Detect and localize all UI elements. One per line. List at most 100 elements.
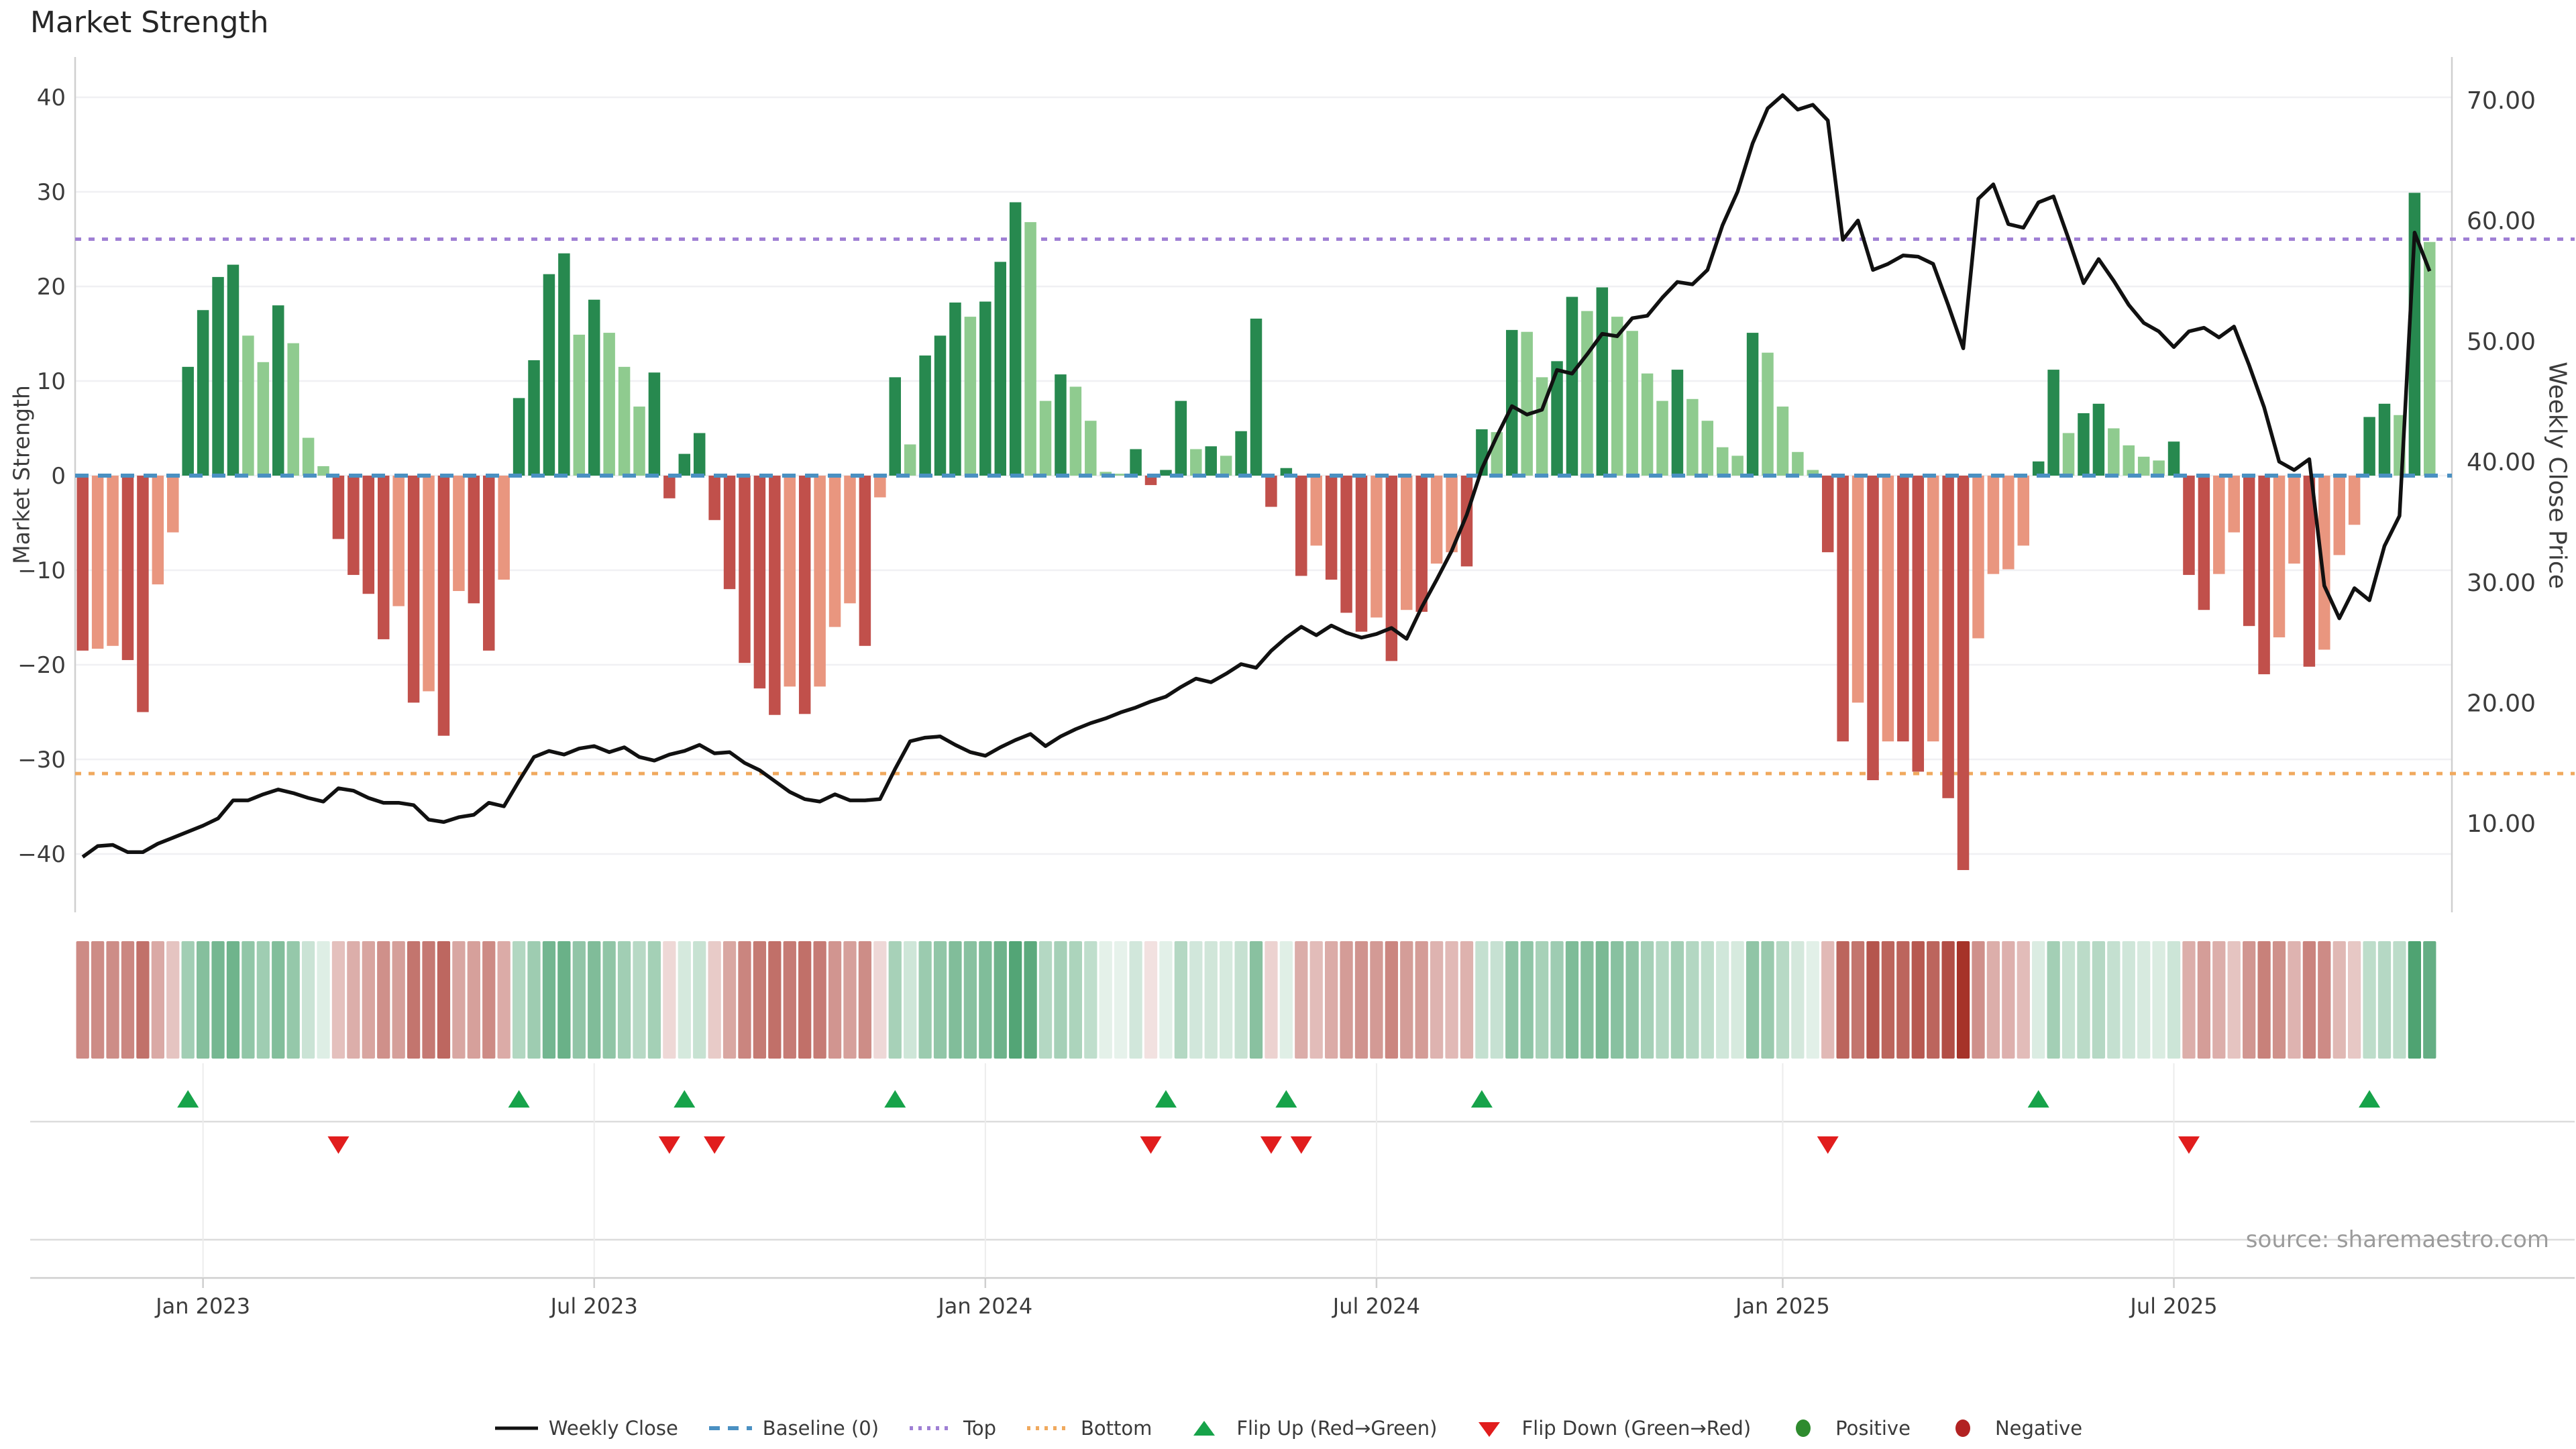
legend-item-flip-down-green-red[interactable]: Flip Down (Green→Red) — [1466, 1417, 1751, 1440]
strength-bar — [1686, 398, 1699, 476]
strength-bar — [1085, 421, 1097, 476]
strength-bar — [1340, 476, 1352, 613]
heatmap-cell — [588, 941, 601, 1059]
strength-bar — [1897, 476, 1909, 742]
strength-bar — [498, 476, 510, 580]
heatmap-cell — [1565, 941, 1579, 1059]
heatmap-cell — [2122, 941, 2135, 1059]
heatmap-cell — [211, 941, 225, 1059]
heatmap-cell — [1220, 941, 1233, 1059]
bottom-swatch-icon — [1026, 1426, 1070, 1430]
heatmap-cell — [1460, 941, 1474, 1059]
strength-bar — [1430, 476, 1443, 564]
legend-item-negative[interactable]: Negative — [1940, 1417, 2082, 1440]
heatmap-cell — [331, 941, 345, 1059]
strength-bar — [1265, 476, 1277, 507]
strength-bar — [1987, 476, 2000, 574]
strength-bar — [1716, 447, 1729, 476]
heatmap-cell — [2212, 941, 2226, 1059]
heatmap-cell — [272, 941, 285, 1059]
right-axis-tick-label: 30.00 — [2467, 570, 2536, 597]
flip-down-marker — [658, 1136, 680, 1154]
heatmap-cell — [1791, 941, 1805, 1059]
legend-item-positive[interactable]: Positive — [1780, 1417, 1911, 1440]
flip-down-marker — [704, 1136, 726, 1154]
heatmap-cell — [828, 941, 842, 1059]
legend-item-baseline-0[interactable]: Baseline (0) — [708, 1417, 879, 1440]
weekly-close-line — [81, 93, 2432, 859]
left-axis-tick-label: −10 — [17, 557, 66, 584]
strength-bar — [1746, 333, 1759, 476]
strength-bar — [2424, 241, 2436, 476]
heatmap-cell — [2197, 941, 2211, 1059]
heatmap-cell — [482, 941, 496, 1059]
heatmap-cell — [2182, 941, 2196, 1059]
strength-bar — [1731, 455, 1743, 476]
heatmap-cell — [226, 941, 240, 1059]
heatmap-cell — [1656, 941, 1669, 1059]
strength-bar — [1671, 370, 1684, 476]
legend-item-flip-up-red-green[interactable]: Flip Up (Red→Green) — [1181, 1417, 1437, 1440]
strength-bar — [212, 276, 224, 476]
strength-bar — [1596, 287, 1609, 476]
heatmap-cell — [1806, 941, 1819, 1059]
positive-swatch-icon — [1796, 1419, 1811, 1437]
heatmap-cell — [1324, 941, 1338, 1059]
strength-bar — [1641, 373, 1654, 476]
strength-bar — [814, 476, 826, 687]
heatmap-cell — [904, 941, 917, 1059]
strength-bar — [1521, 331, 1533, 476]
right-axis-tick-label: 20.00 — [2467, 690, 2536, 718]
heatmap-cell — [2032, 941, 2045, 1059]
strength-bar — [1295, 476, 1307, 576]
legend-item-top[interactable]: Top — [908, 1417, 996, 1440]
heatmap-cell — [557, 941, 571, 1059]
strength-bar — [528, 360, 540, 476]
heatmap-cell — [1746, 941, 1760, 1059]
heatmap-cell — [1716, 941, 1729, 1059]
heatmap-cell — [1009, 941, 1022, 1059]
x-tick-label: Jan 2024 — [936, 1293, 1032, 1319]
strength-bar — [558, 253, 570, 476]
strength-bar — [844, 476, 856, 604]
heatmap-cell — [1686, 941, 1699, 1059]
strength-bar — [2123, 445, 2135, 476]
heatmap-cell — [1265, 941, 1278, 1059]
strength-bar — [618, 366, 631, 476]
legend-label: Baseline (0) — [762, 1417, 879, 1440]
left-axis-tick-label: 10 — [37, 368, 66, 395]
strength-bar — [1114, 474, 1127, 476]
heatmap-cell — [1445, 941, 1458, 1059]
heatmap-cell — [1099, 941, 1112, 1059]
x-tick-label: Jul 2023 — [549, 1293, 638, 1319]
heatmap-cell — [1309, 941, 1323, 1059]
heatmap-cell — [602, 941, 616, 1059]
strength-bar — [1912, 476, 1925, 772]
strength-bar — [678, 453, 691, 476]
strength-bar — [2062, 433, 2075, 476]
strength-bar — [1656, 400, 1668, 476]
flip-up-marker — [2027, 1090, 2049, 1108]
strength-bar — [1626, 331, 1638, 476]
strength-bar — [2243, 476, 2255, 627]
heatmap-cell — [2077, 941, 2090, 1059]
heatmap-cell — [753, 941, 767, 1059]
heatmap-cell — [647, 941, 661, 1059]
heatmap-cell — [2348, 941, 2361, 1059]
strength-bar — [2167, 441, 2180, 476]
strength-bar — [242, 335, 254, 476]
strength-bar — [1566, 297, 1578, 476]
x-tick-label: Jul 2025 — [2129, 1293, 2217, 1319]
heatmap-cell — [963, 941, 977, 1059]
legend-item-weekly-close[interactable]: Weekly Close — [494, 1417, 678, 1440]
strength-bar — [1882, 476, 1894, 742]
heatmap-cell — [1701, 941, 1714, 1059]
strength-bar — [949, 302, 961, 476]
legend-item-bottom[interactable]: Bottom — [1026, 1417, 1152, 1440]
strength-bar — [152, 476, 164, 585]
flip-up-marker — [508, 1090, 530, 1108]
right-axis-tick-label: 40.00 — [2467, 449, 2536, 476]
heatmap-cell — [2061, 941, 2076, 1059]
strength-bar — [1611, 317, 1623, 476]
